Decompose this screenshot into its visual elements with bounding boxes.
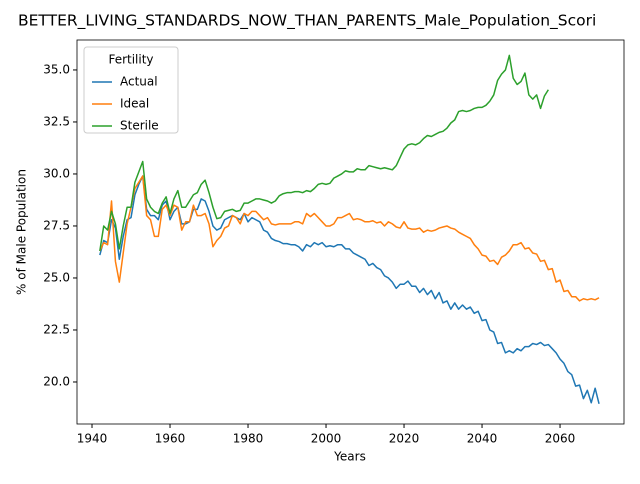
legend-label: Actual	[120, 75, 158, 89]
x-tick-label: 2000	[311, 432, 342, 446]
legend-box	[83, 46, 179, 134]
x-axis-label: Years	[333, 450, 366, 464]
y-tick-label: 27.5	[43, 218, 70, 232]
y-axis-label: % of Male Population	[15, 169, 29, 295]
y-tick-label: 25.0	[43, 270, 70, 284]
x-tick-label: 1980	[233, 432, 264, 446]
chart-title: BETTER_LIVING_STANDARDS_NOW_THAN_PARENTS…	[18, 12, 596, 31]
plot-frame	[76, 39, 625, 425]
y-tick-label: 32.5	[43, 114, 70, 128]
y-tick-label: 30.0	[43, 166, 70, 180]
series-line	[99, 175, 600, 302]
legend-title: Fertility	[108, 53, 153, 67]
x-tick-label: 1960	[155, 432, 186, 446]
legend-label: Ideal	[120, 97, 149, 111]
y-tick-label: 35.0	[43, 62, 70, 76]
x-tick-label: 2060	[545, 432, 576, 446]
x-tick-label: 2040	[467, 432, 498, 446]
y-tick-label: 22.5	[43, 322, 70, 336]
legend-label: Sterile	[120, 119, 159, 133]
series-line	[99, 54, 549, 252]
y-tick-label: 20.0	[43, 374, 70, 388]
legend: Fertility Actual Ideal Sterile	[83, 46, 179, 134]
x-tick-label: 1940	[77, 432, 108, 446]
series-line	[99, 175, 600, 405]
x-tick-label: 2020	[389, 432, 420, 446]
